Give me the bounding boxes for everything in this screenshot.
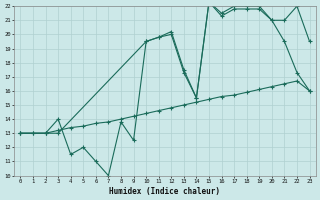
X-axis label: Humidex (Indice chaleur): Humidex (Indice chaleur): [109, 187, 220, 196]
